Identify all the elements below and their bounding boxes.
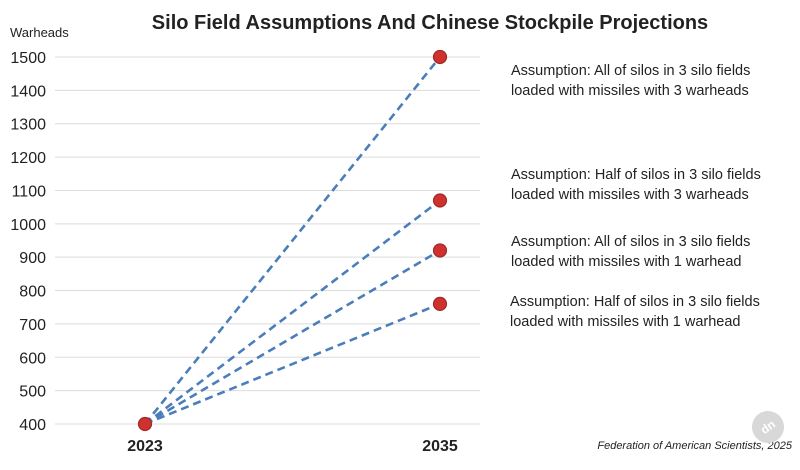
- y-tick-label: 1000: [10, 217, 46, 234]
- x-tick-label: 2035: [422, 438, 458, 455]
- series-line: [143, 56, 442, 425]
- series-line: [144, 199, 441, 426]
- annotation-line: Assumption: All of silos in 3 silo field…: [511, 234, 750, 250]
- x-tick-labels: 2023 2035: [127, 438, 458, 455]
- data-points: [137, 49, 448, 432]
- data-point: [432, 193, 448, 208]
- data-point: [432, 49, 448, 65]
- y-tick-label: 900: [19, 250, 46, 267]
- annotation-line: Assumption: Half of silos in 3 silo fiel…: [510, 294, 760, 310]
- series-line: [144, 249, 441, 426]
- y-tick-labels: 400 500 600 700 800 900 1000 1100 1200 1300 1400 15…: [10, 50, 46, 434]
- y-tick-label: 400: [19, 417, 46, 434]
- y-axis-label: Warheads: [10, 25, 69, 40]
- y-tick-label: 800: [19, 284, 46, 301]
- data-point: [432, 243, 448, 258]
- y-tick-label: 1300: [10, 117, 46, 134]
- x-tick-label: 2023: [127, 438, 163, 455]
- y-tick-label: 1400: [10, 83, 46, 100]
- annotation-line: Assumption: All of silos in 3 silo field…: [511, 63, 750, 79]
- y-tick-label: 1500: [10, 50, 46, 67]
- gridlines: [55, 56, 480, 425]
- data-point: [432, 296, 448, 311]
- annotation-line: loaded with missiles with 1 warhead: [510, 314, 741, 330]
- y-tick-label: 500: [19, 384, 46, 401]
- watermark-text: dn: [758, 417, 778, 437]
- source-note: Federation of American Scientists, 2025: [597, 440, 793, 452]
- series-line: [144, 302, 441, 426]
- y-tick-label: 600: [19, 350, 46, 367]
- series-lines: [143, 56, 442, 426]
- y-tick-label: 1200: [10, 150, 46, 167]
- annotations: Assumption: All of silos in 3 silo field…: [510, 63, 761, 330]
- y-tick-label: 1100: [12, 183, 47, 200]
- data-point: [137, 416, 153, 432]
- annotation-line: loaded with missiles with 3 warheads: [511, 187, 749, 203]
- y-tick-label: 700: [19, 317, 46, 334]
- annotation-line: Assumption: Half of silos in 3 silo fiel…: [511, 167, 761, 183]
- chart-title: Silo Field Assumptions And Chinese Stock…: [152, 12, 708, 34]
- annotation-line: loaded with missiles with 1 warhead: [511, 254, 742, 270]
- watermark-logo: dn: [752, 411, 784, 443]
- annotation-line: loaded with missiles with 3 warheads: [511, 83, 749, 99]
